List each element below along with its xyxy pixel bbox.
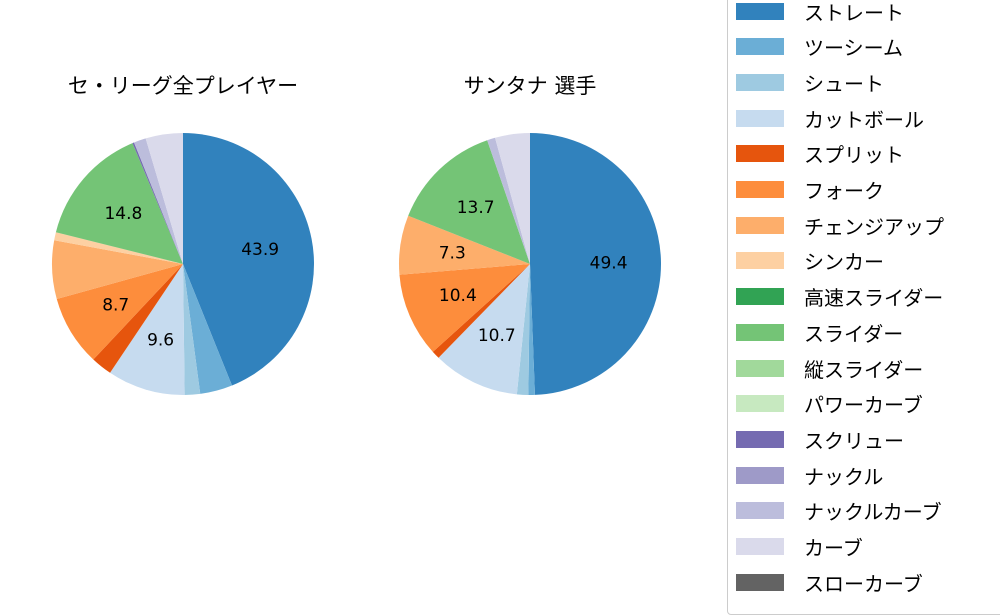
slice-value-label: 10.7	[478, 326, 516, 346]
legend-item: スクリュー	[736, 427, 904, 453]
legend-swatch	[736, 73, 784, 91]
legend-item: カーブ	[736, 535, 863, 560]
legend-label: フォーク	[804, 179, 884, 203]
legend: ストレートツーシームシュートカットボール スプリットフォークチェンジアップ シンカー…	[727, 0, 1000, 615]
pie-slice	[55, 143, 183, 264]
legend-swatch	[736, 109, 784, 127]
legend-label: スライダー	[804, 321, 904, 346]
legend-label: ツーシーム	[804, 36, 903, 61]
pie-slice	[183, 264, 201, 395]
legend-item: 高速スライダー	[736, 285, 944, 311]
pie-slice	[134, 138, 183, 264]
legend-label: 縦スライダー	[804, 357, 924, 382]
pie-slice	[183, 264, 232, 394]
pie-slice	[399, 264, 530, 352]
legend-swatch	[736, 181, 784, 198]
legend-item: スプリット	[736, 142, 904, 168]
legend-item: ストレート	[736, 0, 904, 25]
pie-slice	[132, 142, 183, 264]
legend-swatch	[736, 395, 784, 413]
legend-swatch	[736, 252, 784, 270]
slice-value-label: 43.9	[241, 240, 279, 260]
pie-slice	[516, 264, 530, 395]
pie-slice	[408, 140, 530, 264]
legend-item: ツーシーム	[736, 35, 903, 61]
player-pie-chart: 49.4 10.710.4 7.3 13.7	[399, 133, 662, 396]
legend-label: シュート	[804, 71, 884, 96]
pie-slice	[93, 264, 183, 373]
slice-value-label: 8.7	[102, 296, 129, 316]
legend-item: チェンジアップ	[736, 213, 944, 239]
pie-slice	[51, 240, 183, 299]
legend-swatch	[736, 288, 784, 306]
left-pie-title: セ・リーグ全プレイヤー	[67, 74, 299, 98]
pie-slice	[145, 133, 183, 264]
slice-value-label: 7.3	[439, 243, 466, 263]
legend-item: カットボール	[736, 106, 924, 132]
pie-slice	[487, 137, 530, 264]
legend-swatch	[736, 466, 784, 484]
legend-item: シュート	[736, 70, 884, 96]
league-pie-chart: 43.9 9.6 8.7 14.8	[51, 133, 315, 395]
slice-value-label: 13.7	[457, 198, 495, 218]
legend-item: ナックルカーブ	[736, 499, 942, 525]
legend-label: ストレート	[804, 0, 904, 25]
legend-label: カーブ	[804, 536, 863, 560]
legend-label: ナックルカーブ	[804, 500, 942, 525]
pie-slice	[110, 264, 185, 395]
legend-swatch	[736, 216, 784, 234]
pie-slice	[528, 264, 535, 396]
legend-label: チェンジアップ	[804, 214, 944, 239]
slice-value-label: 9.6	[147, 330, 174, 350]
legend-swatch	[736, 573, 784, 591]
legend-item: スローカーブ	[736, 570, 923, 596]
legend-item: パワーカーブ	[736, 392, 923, 418]
legend-swatch	[736, 2, 784, 20]
slice-value-label: 14.8	[104, 204, 142, 224]
legend-label: 高速スライダー	[804, 286, 944, 311]
pie-slice	[495, 133, 530, 264]
right-pie-title: サンタナ 選手	[463, 74, 597, 98]
pie-slice	[432, 264, 530, 358]
pie-slice	[54, 232, 184, 264]
pie-slice	[438, 264, 530, 395]
legend-item: シンカー	[736, 249, 884, 275]
legend-swatch	[736, 502, 784, 520]
slice-value-label: 49.4	[590, 254, 628, 274]
pie-slice	[530, 133, 662, 395]
legend-item: 縦スライダー	[736, 356, 924, 382]
pie-slice	[399, 215, 530, 275]
legend-label: スプリット	[804, 143, 904, 168]
slice-value-label: 10.4	[439, 286, 477, 306]
pie-charts: 43.9 9.6 8.7 14.8 49.4 10.710.4 7.3 13.7	[51, 133, 662, 396]
legend-swatch	[736, 538, 784, 555]
legend-item: フォーク	[736, 178, 884, 203]
legend-label: スローカーブ	[804, 571, 923, 596]
legend-swatch	[736, 430, 784, 448]
pie-slice	[183, 133, 315, 386]
legend-item: ナックル	[736, 463, 884, 489]
legend-label: パワーカーブ	[804, 393, 923, 418]
pie-slice	[56, 264, 183, 360]
legend-swatch	[736, 145, 784, 163]
legend-swatch	[736, 323, 784, 341]
legend-label: ナックル	[804, 464, 884, 489]
legend-label: カットボール	[804, 107, 924, 132]
legend-swatch	[736, 359, 784, 377]
legend-label: シンカー	[804, 250, 884, 275]
legend-swatch	[736, 38, 784, 56]
legend-item: スライダー	[736, 320, 904, 346]
legend-label: スクリュー	[804, 428, 904, 453]
